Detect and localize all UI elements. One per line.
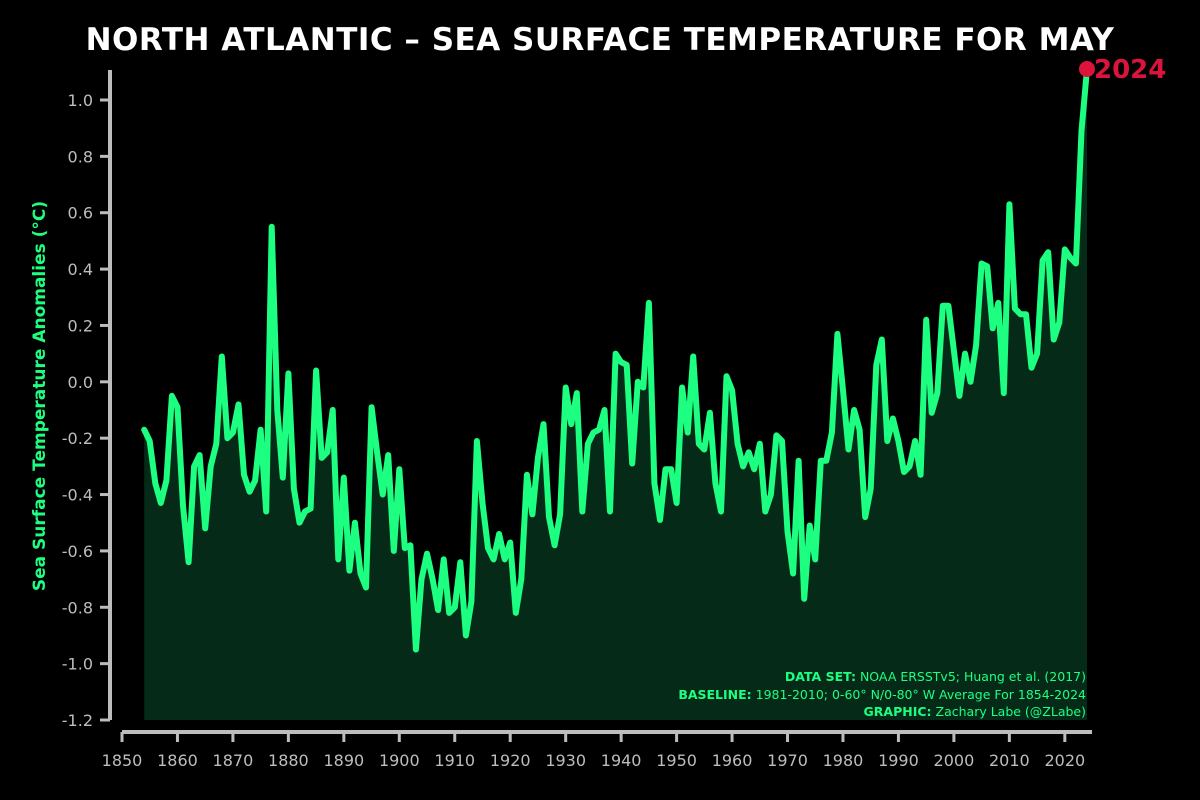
credit-dataset-label: DATA SET: xyxy=(784,669,856,684)
y-tick-label: 0.8 xyxy=(68,147,93,166)
x-tick-label: 1980 xyxy=(823,751,864,770)
credit-dataset: DATA SET: NOAA ERSSTv5; Huang et al. (20… xyxy=(678,668,1086,686)
highlight-label-2024: 2024 xyxy=(1094,55,1166,85)
x-tick-label: 1940 xyxy=(601,751,642,770)
y-tick-label: -1.2 xyxy=(62,711,93,730)
x-tick-label: 1970 xyxy=(767,751,808,770)
credit-baseline-label: BASELINE: xyxy=(678,686,752,702)
x-tick-label: 2010 xyxy=(989,751,1030,770)
anomaly-series-line xyxy=(141,66,1090,653)
x-tick-label: 1950 xyxy=(656,751,697,770)
y-tick-label: -1.0 xyxy=(62,655,93,674)
y-tick-label: 0.0 xyxy=(68,373,93,392)
x-tick-label: 1960 xyxy=(712,751,753,770)
x-tick-label: 1990 xyxy=(878,751,919,770)
x-tick-label: 1900 xyxy=(379,751,420,770)
chart-title: NORTH ATLANTIC – SEA SURFACE TEMPERATURE… xyxy=(85,22,1115,58)
chart-credits: DATA SET: NOAA ERSSTv5; Huang et al. (20… xyxy=(678,668,1086,721)
credit-graphic-value: Zachary Labe (@ZLabe) xyxy=(935,704,1086,719)
y-tick-label: -0.4 xyxy=(62,486,93,505)
credit-baseline-value: 1981-2010; 0-60° N/0-80° W Average For 1… xyxy=(755,686,1086,702)
y-tick-label: 0.6 xyxy=(68,204,93,223)
credit-graphic: GRAPHIC: Zachary Labe (@ZLabe) xyxy=(678,703,1086,721)
credit-graphic-label: GRAPHIC: xyxy=(863,704,932,719)
x-tick-label: 1880 xyxy=(268,751,309,770)
y-tick-label: 0.2 xyxy=(68,316,93,335)
y-tick-label: -0.6 xyxy=(62,542,93,561)
y-tick-label: -0.2 xyxy=(62,429,93,448)
x-tick-label: 1930 xyxy=(545,751,586,770)
credit-baseline: BASELINE: 1981-2010; 0-60° N/0-80° W Ave… xyxy=(678,686,1086,704)
y-tick-label: -0.8 xyxy=(62,598,93,617)
credit-dataset-value: NOAA ERSSTv5; Huang et al. (2017) xyxy=(859,669,1086,684)
x-tick-label: 1850 xyxy=(102,751,143,770)
x-tick-label: 2000 xyxy=(934,751,975,770)
x-tick-label: 1890 xyxy=(323,751,364,770)
x-tick-label: 2020 xyxy=(1044,751,1085,770)
x-tick-label: 1870 xyxy=(213,751,254,770)
y-tick-label: 0.4 xyxy=(68,260,93,279)
x-tick-label: 1920 xyxy=(490,751,531,770)
x-tick-label: 1910 xyxy=(434,751,475,770)
x-tick-label: 1860 xyxy=(157,751,198,770)
y-tick-label: 1.0 xyxy=(68,91,93,110)
highlight-point-2024 xyxy=(1079,61,1095,77)
